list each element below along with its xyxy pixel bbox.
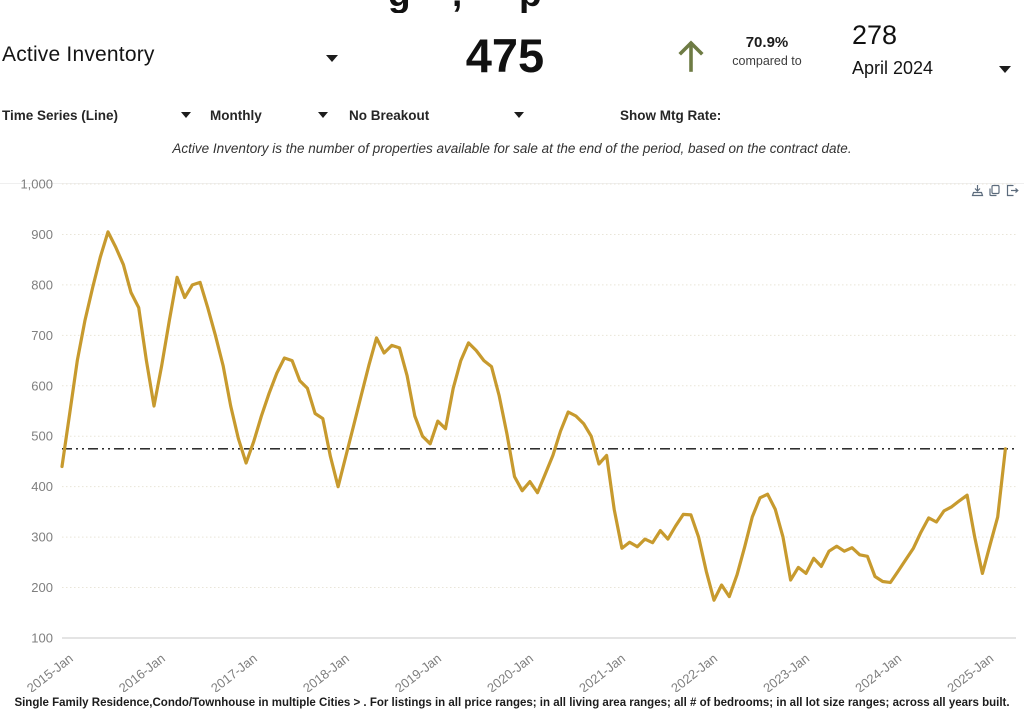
up-arrow-icon (678, 40, 704, 72)
x-axis-tick-label: 2022-Jan (668, 651, 720, 692)
title-fragment: , (452, 0, 462, 13)
x-axis-tick-label: 2020-Jan (484, 651, 536, 692)
y-axis-tick-label: 400 (31, 479, 53, 494)
chevron-down-icon (326, 55, 338, 62)
chart-type-dropdown[interactable]: Time Series (Line) (2, 108, 119, 123)
x-axis-tick-label: 2024-Jan (852, 651, 904, 692)
x-axis-tick-label: 2016-Jan (116, 651, 168, 692)
y-axis-tick-label: 300 (31, 530, 53, 545)
x-axis-tick-label: 2019-Jan (392, 651, 444, 692)
series-line (60, 230, 1008, 602)
comparison-percent-block: 70.9% compared to (716, 34, 818, 68)
y-axis-tick-label: 200 (31, 580, 53, 595)
title-fragment: g (388, 0, 411, 13)
chart-toolbar (971, 184, 1019, 197)
clipped-page-title: g , p (0, 0, 1024, 13)
chevron-down-icon (999, 66, 1011, 73)
y-axis-tick-label: 900 (31, 227, 53, 242)
divider (0, 183, 1024, 184)
y-axis-tick-label: 800 (31, 277, 53, 292)
breakout-dropdown[interactable]: No Breakout (349, 108, 430, 123)
export-icon[interactable] (1005, 184, 1019, 197)
y-axis-tick-label: 500 (31, 429, 53, 444)
y-axis-tick-label: 1,000 (20, 177, 53, 192)
chart-description: Active Inventory is the number of proper… (172, 141, 852, 156)
chevron-down-icon (514, 112, 524, 118)
listing-criteria-footnote: Single Family Residence,Condo/Townhouse … (14, 697, 1010, 709)
frequency-dropdown[interactable]: Monthly (210, 108, 262, 123)
previous-value: 278 (852, 20, 898, 50)
chevron-down-icon (318, 112, 328, 118)
current-value: 475 (465, 29, 545, 82)
download-chart-icon[interactable] (971, 184, 984, 197)
percent-caption: compared to (732, 54, 802, 68)
x-axis-tick-label: 2025-Jan (944, 651, 996, 692)
percent-change: 70.9% (745, 34, 789, 51)
x-axis-tick-label: 2015-Jan (24, 651, 76, 692)
y-axis-tick-label: 100 (31, 631, 53, 646)
show-mtg-rate-label: Show Mtg Rate: (620, 108, 722, 123)
y-axis-tick-label: 600 (31, 378, 53, 393)
y-axis-tick-label: 700 (31, 328, 53, 343)
x-axis-tick-label: 2017-Jan (208, 651, 260, 692)
metric-selector[interactable]: Active Inventory (2, 43, 155, 66)
x-axis-tick-label: 2018-Jan (300, 651, 352, 692)
title-fragment: p (519, 0, 542, 13)
time-series-chart: 100 200 300 400 500 600 700 800 900 1,000 2015-Jan… (20, 177, 1016, 696)
chart-area: 100 200 300 400 500 600 700 800 900 1,000 2015-Jan… (0, 170, 1024, 696)
x-axis-tick-label: 2021-Jan (576, 651, 628, 692)
comparison-period-block[interactable]: 278 April 2024 (852, 20, 933, 79)
x-axis-tick-label: 2023-Jan (760, 651, 812, 692)
copy-icon[interactable] (988, 184, 1001, 197)
previous-period: April 2024 (852, 58, 934, 78)
chevron-down-icon (181, 112, 191, 118)
